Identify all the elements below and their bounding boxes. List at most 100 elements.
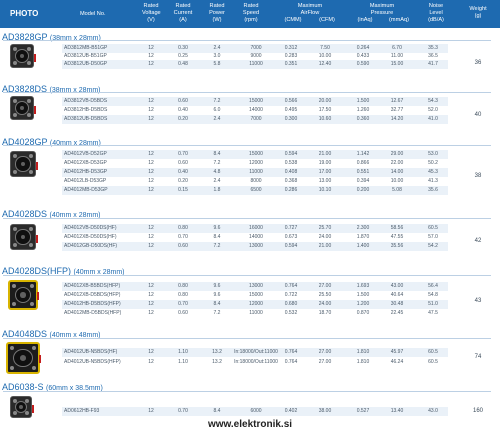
cell-a: 0.25 <box>178 53 188 59</box>
cell-mmaq: 35.56 <box>390 243 404 249</box>
cell-w: 7.2 <box>213 98 221 104</box>
fan-wire <box>36 161 38 170</box>
cell-w: 3.0 <box>213 53 221 59</box>
table-row: AD3812UB-B51GP 12 0.25 3.0 9000 0.283 10.00 0.4… <box>62 52 448 61</box>
cell-cfm: 27.00 <box>318 359 332 365</box>
cell-rpm: 6500 <box>250 187 262 193</box>
cell-inaq: 0.870 <box>356 310 370 316</box>
fan-screw-hole <box>10 366 14 370</box>
cell-mmaq: 13.40 <box>390 408 404 414</box>
header-photo: PHOTO <box>10 9 39 18</box>
fan-photo <box>10 96 36 120</box>
header-noise-1: Noise <box>428 3 444 9</box>
cell-a: 0.60 <box>178 243 188 249</box>
cell-model: AD4012XB-D5BDS(HFP) <box>64 292 121 298</box>
cell-rpm: 11000 <box>249 310 263 316</box>
cell-a: 1.10 <box>178 359 188 365</box>
section-model-name: AD4048DS <box>2 329 48 339</box>
cell-weight: 43 <box>474 298 482 304</box>
cell-rpm: 15000 <box>249 292 263 298</box>
cell-mmaq: 15.00 <box>390 61 404 67</box>
fan-photo <box>10 396 34 418</box>
section-title: AD3828GP (38mm x 28mm) <box>2 32 101 42</box>
section-model-name: AD6038-S <box>2 382 44 392</box>
cell-v: 12 <box>148 151 154 157</box>
cell-model: AD3812MB-B51GP <box>64 45 108 51</box>
header-model: Model No. <box>80 11 106 17</box>
fan-screw-hole <box>27 47 31 51</box>
fan-screw-hole <box>13 47 17 51</box>
cell-cmm: 0.300 <box>284 116 298 122</box>
cell-mmaq: 22.00 <box>390 160 404 166</box>
cell-v: 12 <box>148 169 154 175</box>
cell-v: 12 <box>148 45 154 51</box>
section-divider <box>3 145 491 146</box>
cell-v: 12 <box>148 349 154 355</box>
fan-screw-hole <box>13 154 17 158</box>
cell-cmm: 0.764 <box>284 349 298 355</box>
cell-v: 12 <box>148 301 154 307</box>
cell-model: AD4012UB-N5BDS(HFP) <box>64 359 121 365</box>
cell-db: 51.0 <box>428 301 438 307</box>
cell-w: 1.8 <box>213 187 221 193</box>
cell-cfm: 38.00 <box>318 408 332 414</box>
fan-screw-hole <box>30 302 34 306</box>
cell-inaq: 1.810 <box>356 349 370 355</box>
header-weight-1: Weight <box>469 6 487 12</box>
cell-inaq: 0.200 <box>356 187 370 193</box>
cell-mmaq: 30.48 <box>390 301 404 307</box>
cell-w: 2.4 <box>213 178 221 184</box>
cell-weight: 74 <box>474 354 482 360</box>
fan-screw-hole <box>32 366 36 370</box>
table-row: AD4012XB-D50DS(HF) 12 0.70 8.4 14000 0.673 24.… <box>62 233 448 242</box>
cell-mmaq: 12.67 <box>390 98 404 104</box>
cell-a: 0.70 <box>178 151 188 157</box>
cell-v: 12 <box>148 243 154 249</box>
header-current-2: Current <box>173 10 193 16</box>
cell-v: 12 <box>148 61 154 67</box>
cell-weight: 42 <box>474 238 482 244</box>
header-noise-2: Level <box>429 10 443 16</box>
cell-a: 0.60 <box>178 160 188 166</box>
cell-mmaq: 45.97 <box>390 349 404 355</box>
cell-a: 0.70 <box>178 408 188 414</box>
header-weight-2: (g) <box>474 13 482 19</box>
cell-inaq: 0.551 <box>356 169 370 175</box>
website-url[interactable]: www.elektronik.si <box>207 419 293 430</box>
fan-screw-hole <box>30 284 34 288</box>
cell-db: 47.5 <box>428 310 438 316</box>
cell-cmm: 0.408 <box>284 169 298 175</box>
fan-screw-hole <box>25 399 29 403</box>
cell-db: 54.3 <box>428 98 438 104</box>
cell-cmm: 0.402 <box>284 408 298 414</box>
fan-screw-hole <box>13 170 17 174</box>
fan-screw-hole <box>32 346 36 350</box>
cell-rpm: 13000 <box>249 283 263 289</box>
cell-inaq: 1.693 <box>356 283 370 289</box>
cell-db: 54.2 <box>428 243 438 249</box>
fan-screw-hole <box>10 346 14 350</box>
fan-screw-hole <box>13 399 17 403</box>
cell-inaq: 0.866 <box>356 160 370 166</box>
cell-w: 7.2 <box>213 243 221 249</box>
header-power-3: (W) <box>212 17 222 23</box>
cell-weight: 40 <box>474 112 482 118</box>
section-divider <box>3 338 491 339</box>
fan-wire <box>39 355 41 364</box>
section-title: AD4028DS(HFP) (40mm x 28mm) <box>2 266 125 276</box>
cell-rpm: 15000 <box>249 98 263 104</box>
section-title: AD6038-S (60mm x 38.5mm) <box>2 382 103 392</box>
cell-a: 0.40 <box>178 169 188 175</box>
cell-rpm: 16000 <box>249 225 263 231</box>
fan-photo <box>10 44 36 68</box>
header-airflow-2: AirFlow <box>300 10 320 16</box>
cell-db: 45.3 <box>428 169 438 175</box>
header-voltage-3: (V) <box>147 17 155 23</box>
header-pressure-mmaq: (mmAq) <box>389 17 409 23</box>
cell-cfm: 25.50 <box>318 292 332 298</box>
cell-w: 13.2 <box>212 349 222 355</box>
cell-a: 0.48 <box>178 61 188 67</box>
section-model-name: AD3828DS <box>2 84 48 94</box>
cell-cfm: 17.50 <box>318 107 332 113</box>
fan-screw-hole <box>25 411 29 415</box>
